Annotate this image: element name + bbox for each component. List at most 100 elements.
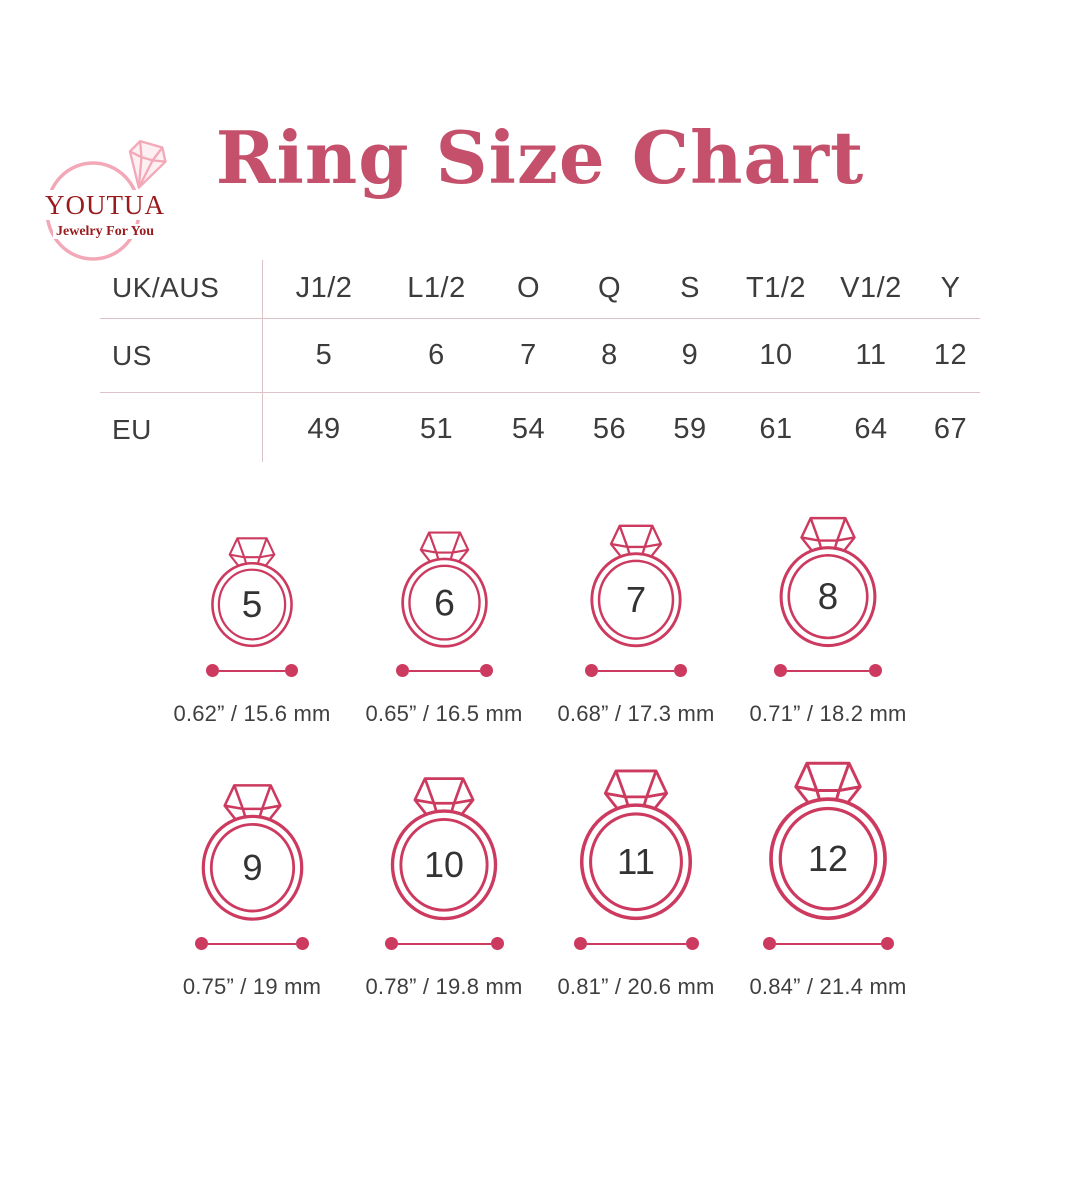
- svg-text:9: 9: [242, 847, 262, 888]
- measure-dot-icon: [685, 937, 699, 950]
- table-horizontal-divider: [100, 318, 980, 319]
- ring-diagrams-row-1: 5 0.62” / 15.6 mm 6 0.65” / 16.5 mm 7 0.…: [156, 510, 924, 727]
- ring-icon: 9: [201, 783, 303, 921]
- brand-logo: YOUTUA Jewelry For You: [30, 134, 190, 262]
- row-label-us: US: [112, 339, 152, 371]
- brand-name: YOUTUA: [30, 190, 180, 221]
- page-title: Ring Size Chart: [215, 115, 865, 200]
- ring-item-10: 10 0.78” / 19.8 mm: [348, 755, 540, 1000]
- measure-dot-icon: [206, 664, 219, 677]
- table-row-us: US 5 6 7 8 9 10 11 12: [100, 319, 980, 392]
- measure-line-icon: [208, 942, 296, 945]
- measure-dot-icon: [869, 664, 882, 677]
- diameter-measure-line: [573, 937, 699, 950]
- ring-icon: 7: [590, 524, 682, 648]
- ring-diagrams-row-2: 9 0.75” / 19 mm 10 0.78” / 19.8 mm 11 0.…: [156, 755, 924, 1000]
- measure-line-icon: [408, 669, 480, 672]
- ring-size-label: 0.65” / 16.5 mm: [365, 701, 523, 726]
- measure-dot-icon: [774, 664, 787, 677]
- table-cell: 6: [428, 339, 445, 371]
- ring-icon: 10: [390, 777, 498, 921]
- measure-dot-icon: [880, 937, 894, 950]
- table-horizontal-divider: [100, 392, 980, 393]
- ring-item-11: 11 0.81” / 20.6 mm: [540, 755, 732, 1000]
- ring-item-8: 8 0.71” / 18.2 mm: [732, 510, 924, 727]
- measure-line-icon: [219, 669, 285, 672]
- svg-text:10: 10: [424, 845, 464, 885]
- svg-text:12: 12: [808, 839, 848, 880]
- measure-dot-icon: [285, 664, 298, 677]
- measure-line-icon: [775, 942, 881, 945]
- table-row-eu: EU 49 51 54 56 59 61 64 67: [100, 393, 980, 466]
- ring-item-7: 7 0.68” / 17.3 mm: [540, 510, 732, 727]
- table-cell: 7: [520, 339, 537, 371]
- table-cell: 8: [601, 339, 618, 371]
- ring-size-label: 0.81” / 20.6 mm: [557, 974, 715, 999]
- table-cell: J1/2: [295, 271, 353, 304]
- ring-icon: 8: [779, 516, 877, 648]
- ring-icon: 12: [769, 761, 887, 921]
- table-cell: O: [516, 271, 541, 304]
- ring-size-label: 0.68” / 17.3 mm: [557, 701, 715, 726]
- diameter-measure-line: [206, 664, 298, 677]
- table-cell: 5: [315, 339, 333, 371]
- measure-line-icon: [787, 669, 869, 672]
- table-cell: 10: [759, 339, 793, 371]
- ring-size-label: 0.71” / 18.2 mm: [749, 701, 907, 726]
- ring-size-label: 0.75” / 19 mm: [182, 974, 322, 999]
- table-cell: 59: [673, 413, 707, 445]
- table-cell: V1/2: [840, 271, 902, 304]
- logo-diamond-icon: [128, 139, 167, 189]
- ring-item-12: 12 0.84” / 21.4 mm: [732, 755, 924, 1000]
- row-label-ukaus: UK/AUS: [112, 272, 220, 303]
- measure-dot-icon: [573, 937, 587, 950]
- measure-dot-icon: [296, 937, 309, 950]
- diameter-measure-line: [774, 664, 882, 677]
- measure-line-icon: [397, 942, 491, 945]
- measure-dot-icon: [674, 664, 687, 677]
- measure-line-icon: [586, 942, 686, 945]
- table-cell: 51: [419, 413, 454, 445]
- measure-dot-icon: [479, 664, 493, 677]
- table-cell: 56: [592, 413, 627, 445]
- ring-size-label: 0.62” / 15.6 mm: [173, 701, 331, 726]
- measure-dot-icon: [384, 937, 398, 950]
- size-conversion-table: UK/AUS J1/2 L1/2 O Q S T1/2 V1/2 Y US 5 …: [100, 258, 980, 466]
- table-cell: 64: [854, 413, 888, 445]
- table-cell: 9: [681, 339, 699, 371]
- diameter-measure-line: [395, 664, 493, 677]
- table-vertical-divider: [262, 260, 263, 462]
- table-cell: S: [680, 271, 700, 304]
- diameter-measure-line: [585, 664, 687, 677]
- table-cell: L1/2: [407, 271, 466, 304]
- svg-text:5: 5: [242, 585, 263, 626]
- ring-size-label: 0.78” / 19.8 mm: [365, 974, 523, 999]
- diameter-measure-line: [195, 937, 309, 950]
- ring-icon: 6: [400, 531, 488, 648]
- measure-dot-icon: [490, 937, 504, 950]
- ring-item-6: 6 0.65” / 16.5 mm: [348, 510, 540, 727]
- table-cell: T1/2: [745, 271, 807, 304]
- row-label-eu: EU: [112, 413, 152, 445]
- table-cell: 67: [933, 413, 968, 445]
- measure-line-icon: [598, 669, 674, 672]
- svg-text:11: 11: [617, 842, 655, 883]
- measure-dot-icon: [195, 937, 208, 950]
- table-cell: Y: [940, 271, 961, 304]
- ring-item-9: 9 0.75” / 19 mm: [156, 755, 348, 1000]
- diameter-measure-line: [762, 937, 894, 950]
- table-cell: 61: [759, 413, 793, 445]
- brand-tagline: Jewelry For You: [30, 224, 180, 240]
- table-cell: 11: [855, 339, 887, 371]
- svg-text:6: 6: [434, 582, 455, 624]
- table-cell: 54: [511, 413, 546, 445]
- ring-size-label: 0.84” / 21.4 mm: [749, 974, 907, 999]
- svg-text:7: 7: [626, 580, 646, 621]
- table-cell: 49: [307, 413, 341, 445]
- table-row-ukaus: UK/AUS J1/2 L1/2 O Q S T1/2 V1/2 Y: [100, 258, 980, 318]
- ring-item-5: 5 0.62” / 15.6 mm: [156, 510, 348, 727]
- table-cell: 12: [933, 339, 968, 371]
- ring-icon: 11: [579, 769, 693, 921]
- measure-dot-icon: [395, 664, 409, 677]
- ring-icon: 5: [211, 537, 293, 648]
